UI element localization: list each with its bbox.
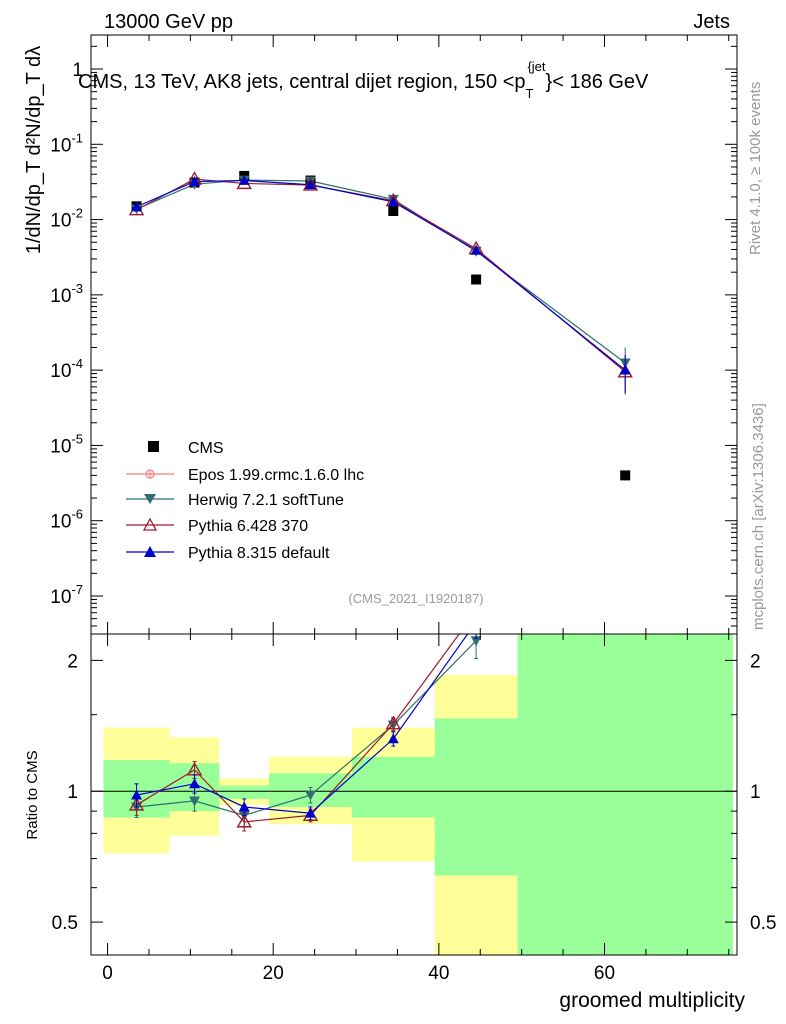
point-pythia8 — [238, 175, 250, 185]
point-cms — [471, 274, 482, 285]
ratio-point-pythia8 — [387, 733, 399, 744]
ratio-y-axis-label: Ratio to CMS — [24, 750, 41, 839]
point-pythia8 — [470, 244, 482, 255]
legend-epos-label: Epos 1.99.crmc.1.6.0 lhc — [188, 467, 364, 484]
ratio-ytick-label-right: 1 — [750, 782, 761, 803]
ratio-point-herwig — [470, 636, 482, 647]
ratio-line-pythia8 — [136, 634, 469, 814]
ratio-ytick-label: 1 — [67, 782, 78, 803]
ratio-band-green — [219, 785, 270, 799]
ratio-band-green — [434, 718, 518, 876]
ratio-line-pythia6 — [136, 634, 460, 823]
legend-herwig-marker — [144, 494, 156, 504]
ratio-point-pythia6 — [385, 715, 401, 730]
main-ytick-label: 10-7 — [50, 582, 83, 608]
main-ytick-label: 10-6 — [50, 507, 83, 533]
series-line-pythia6 — [136, 178, 626, 373]
point-pythia8 — [131, 201, 143, 212]
point-pythia8 — [304, 179, 316, 190]
ratio-point-pythia8 — [131, 789, 143, 800]
point-cms — [620, 470, 631, 481]
ratio-ytick-label-right: 2 — [750, 651, 761, 672]
point-cms — [388, 205, 399, 216]
ratio-point-pythia6 — [470, 604, 483, 615]
xtick-label: 20 — [263, 963, 284, 984]
ratio-point-pythia8 — [238, 801, 250, 812]
legend-herwig-label: Herwig 7.2.1 softTune — [188, 492, 344, 509]
ratio-plot-frame — [90, 633, 738, 956]
svg-text:Ratio to CMS: Ratio to CMS — [24, 750, 41, 839]
ratio-point-pythia8 — [471, 617, 482, 627]
legend-pythia8-label: Pythia 8.315 default — [188, 545, 330, 562]
ratio-band-green — [517, 634, 733, 955]
svg-text:Rivet 4.1.0, ≥ 100k events: Rivet 4.1.0, ≥ 100k events — [747, 82, 764, 255]
point-pythia8 — [387, 196, 399, 207]
ratio-ytick-label: 2 — [67, 651, 78, 672]
xtick-label: 60 — [594, 963, 615, 984]
main-ytick-label: 10-1 — [50, 130, 83, 156]
ratio-line-herwig — [136, 640, 477, 816]
svg-text:1/dN/dp_T d²N/dp_T dλ: 1/dN/dp_T d²N/dp_T dλ — [23, 46, 45, 254]
legend-cms-label: CMS — [188, 440, 224, 457]
x-axis-label: groomed multiplicity — [559, 989, 745, 1012]
analysis-watermark: (CMS_2021_I1920187) — [348, 591, 483, 606]
main-ytick-label: 10-5 — [50, 431, 83, 457]
header-left: 13000 GeV pp — [104, 11, 233, 33]
ratio-point-herwig — [189, 796, 201, 807]
mcplots-label: mcplots.cern.ch [arXiv:1306.3436] — [750, 403, 767, 630]
main-series-layer — [128, 170, 633, 481]
svg-text:mcplots.cern.ch [arXiv:1306.34: mcplots.cern.ch [arXiv:1306.3436] — [750, 403, 767, 630]
xtick-label: 0 — [102, 963, 113, 984]
xtick-label: 40 — [428, 963, 449, 984]
legend-cms-marker — [148, 441, 159, 452]
header-right: Jets — [693, 11, 730, 33]
point-pythia8 — [189, 176, 201, 186]
ratio-band-green — [351, 756, 435, 818]
ratio-ytick-label-right: 0.5 — [750, 913, 776, 934]
ratio-series-layer — [128, 604, 483, 832]
main-ytick-label: 1 — [72, 60, 83, 81]
main-ytick-label: 10-3 — [50, 281, 83, 307]
legend-pythia6-label: Pythia 6.428 370 — [188, 518, 308, 535]
legend: CMS Epos 1.99.crmc.1.6.0 lhc Herwig 7.2.… — [126, 440, 364, 562]
plot-title: CMS, 13 TeV, AK8 jets, central dijet reg… — [78, 59, 649, 101]
ratio-ytick-label: 0.5 — [52, 913, 78, 934]
main-y-axis-label: 1/dN/dp_T d²N/dp_T dλ — [23, 46, 45, 254]
series-line-herwig — [136, 179, 626, 364]
legend-pythia6-marker — [142, 517, 158, 531]
point-pythia6 — [302, 177, 319, 191]
ratio-point-pythia6 — [128, 797, 145, 811]
legend-epos-marker — [145, 469, 155, 479]
rivet-label: Rivet 4.1.0, ≥ 100k events — [747, 82, 764, 255]
point-pythia8 — [619, 364, 631, 375]
main-ytick-label: 10-4 — [50, 356, 83, 382]
series-line-pythia8 — [136, 179, 626, 371]
ratio-point-pythia6 — [236, 813, 252, 828]
main-ytick-label: 10-2 — [50, 206, 83, 232]
legend-pythia8-marker — [144, 546, 156, 557]
ratio-point-herwig — [304, 790, 316, 801]
ratio-point-pythia8 — [189, 778, 201, 789]
ratio-point-pythia8 — [304, 807, 316, 818]
